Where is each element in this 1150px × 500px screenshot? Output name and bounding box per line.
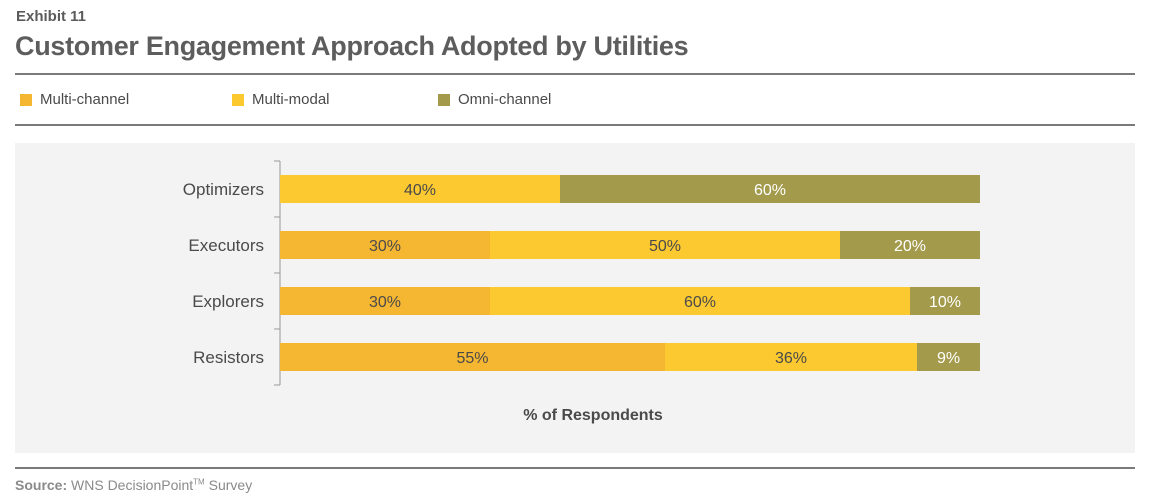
- exhibit-number: Exhibit 11: [16, 8, 87, 25]
- bar-segment-omni-channel: [910, 287, 980, 315]
- bar-segment-multi-channel: [280, 343, 665, 371]
- data-label: 20%: [894, 238, 926, 255]
- bar-segment-omni-channel: [917, 343, 980, 371]
- legend-label-multi-channel: Multi-channel: [40, 91, 130, 108]
- stacked-bar-chart: Optimizers 40% 60% Executors 30% 50% 20% Explor…: [183, 160, 980, 424]
- data-label: 10%: [929, 294, 961, 311]
- data-label: 36%: [775, 350, 807, 367]
- data-label: 55%: [456, 350, 488, 367]
- category-label: Resistors: [193, 348, 264, 367]
- bar-segment-omni-channel: [840, 231, 980, 259]
- source-text: WNS DecisionPoint: [71, 477, 194, 493]
- legend-swatch-omni-channel: [438, 93, 450, 106]
- bar-segment-multi-modal: [280, 175, 560, 203]
- x-axis-label: % of Respondents: [523, 407, 663, 424]
- title-divider: [15, 73, 1135, 75]
- data-label: 9%: [937, 350, 960, 367]
- legend-divider: [15, 124, 1135, 126]
- trademark: TM: [193, 477, 205, 487]
- legend: Multi-channel Multi-modal Omni-channel: [20, 91, 720, 111]
- source-note: Source: WNS DecisionPointTM Survey: [15, 477, 252, 493]
- legend-swatch-multi-modal: [232, 93, 244, 106]
- bar-segment-multi-modal: [490, 231, 840, 259]
- data-label: 60%: [754, 182, 786, 199]
- data-label: 60%: [684, 294, 716, 311]
- source-divider: [15, 467, 1135, 469]
- legend-label-multi-modal: Multi-modal: [252, 91, 330, 108]
- legend-item-multi-modal: Multi-modal: [232, 91, 330, 108]
- legend-label-omni-channel: Omni-channel: [458, 91, 552, 108]
- chart-title: Customer Engagement Approach Adopted by …: [15, 31, 689, 61]
- category-label: Explorers: [192, 292, 264, 311]
- bar-segment-omni-channel: [560, 175, 980, 203]
- source-suffix: Survey: [204, 477, 253, 493]
- legend-swatch-multi-channel: [20, 93, 32, 106]
- data-label: 30%: [369, 238, 401, 255]
- bar-segment-multi-modal: [490, 287, 910, 315]
- data-label: 50%: [649, 238, 681, 255]
- plot-area: Optimizers 40% 60% Executors 30% 50% 20% Explor…: [15, 143, 1135, 453]
- data-label: 40%: [404, 182, 436, 199]
- legend-item-omni-channel: Omni-channel: [438, 91, 551, 108]
- legend-item-multi-channel: Multi-channel: [20, 91, 129, 108]
- bar-segment-multi-channel: [280, 231, 490, 259]
- bar-segment-multi-modal: [665, 343, 917, 371]
- source-label: Source:: [15, 477, 68, 493]
- bar-segment-multi-channel: [280, 287, 490, 315]
- category-label: Executors: [188, 236, 264, 255]
- data-label: 30%: [369, 294, 401, 311]
- category-label: Optimizers: [183, 180, 264, 199]
